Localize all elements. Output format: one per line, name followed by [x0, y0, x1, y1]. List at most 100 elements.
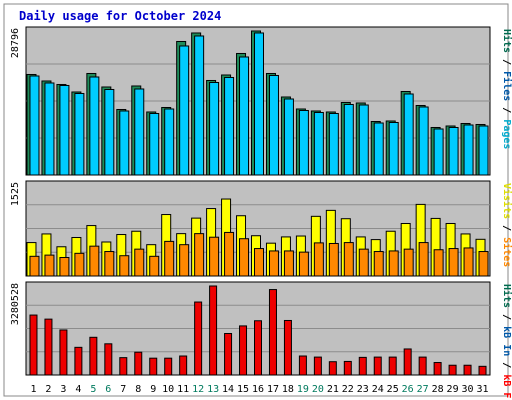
bar-files: [343, 103, 354, 176]
bar-files: [224, 76, 235, 176]
bar-files: [433, 128, 444, 176]
x-tick-label: 4: [75, 384, 81, 395]
bar-sites: [179, 244, 190, 277]
bar-kb-f: [478, 365, 487, 376]
bar-files: [104, 88, 115, 176]
y-max-label: 28796: [10, 28, 21, 58]
bar-files: [478, 125, 489, 176]
x-tick-label: 22: [342, 384, 354, 395]
bar-files: [283, 98, 294, 176]
x-tick-label: 14: [222, 384, 234, 395]
bar-kb-f: [268, 289, 277, 376]
x-tick-label: 12: [192, 384, 204, 395]
x-tick-label: 28: [432, 384, 444, 395]
bar-sites: [254, 248, 264, 277]
bar-files: [44, 82, 55, 176]
bar-sites: [313, 242, 324, 277]
bar-files: [298, 109, 309, 176]
bar-sites: [59, 257, 70, 277]
bar-sites: [89, 245, 100, 277]
y-max-label: 1525: [10, 182, 21, 206]
legend-entry: Files: [501, 71, 512, 101]
x-tick-label: 26: [402, 384, 414, 395]
bar-kb-f: [104, 343, 113, 376]
x-tick-label: 21: [327, 384, 339, 395]
bar-files: [29, 75, 40, 176]
x-tick-label: 23: [357, 384, 369, 395]
bar-sites: [358, 248, 369, 277]
x-tick-label: 7: [120, 384, 126, 395]
bar-kb-f: [388, 356, 397, 376]
bar-kb-f: [89, 336, 98, 376]
bar-sites: [298, 251, 309, 277]
x-tick-label: 10: [162, 384, 174, 395]
bar-sites: [74, 252, 85, 277]
bar-kb-f: [343, 360, 352, 376]
bar-files: [194, 35, 205, 176]
x-tick-label: 25: [387, 384, 399, 395]
bar-kb-f: [283, 319, 292, 376]
bar-kb-f: [254, 320, 262, 376]
bar-files: [388, 121, 399, 176]
bar-kb-f: [194, 301, 203, 376]
x-tick-label: 16: [252, 384, 264, 395]
bar-kb-f: [403, 348, 412, 376]
bar-kb-f: [448, 364, 457, 376]
chart-title: Daily usage for October 2024: [19, 9, 221, 23]
x-tick-label: 20: [312, 384, 324, 395]
bar-files: [149, 112, 160, 176]
x-tick-label: 3: [60, 384, 66, 395]
bar-files: [164, 108, 175, 176]
legend-entry: Pages: [501, 119, 512, 149]
bar-kb-f: [358, 356, 367, 376]
legend-entry: /: [501, 356, 512, 374]
x-tick-label: 17: [267, 384, 279, 395]
bar-kb-f: [119, 357, 128, 376]
bar-sites: [373, 251, 384, 277]
bar-kb-f: [239, 325, 248, 376]
bar-files: [134, 88, 145, 176]
legend-entry: Sites: [501, 237, 512, 267]
bar-sites: [164, 240, 175, 277]
bar-files: [418, 106, 429, 176]
legend-entry: /: [501, 101, 512, 119]
bar-kb-f: [433, 362, 442, 376]
bar-sites: [478, 251, 489, 277]
y-max-label: 3280528: [10, 283, 21, 325]
bar-files: [74, 92, 85, 176]
bar-files: [119, 110, 130, 176]
outer-border: [3, 3, 509, 397]
x-tick-label: 30: [462, 384, 474, 395]
x-tick-label: 27: [417, 384, 429, 395]
legend-label: Hits / kB In / kB F: [501, 284, 512, 398]
bar-files: [89, 76, 100, 176]
bar-sites: [268, 250, 279, 277]
bar-sites: [388, 250, 399, 277]
bar-kb-f: [298, 355, 307, 376]
x-tick-label: 18: [282, 384, 294, 395]
legend-entry: kB In: [501, 326, 512, 356]
bar-kb-f: [463, 364, 472, 376]
bar-files: [448, 126, 459, 176]
bar-kb-f: [373, 356, 382, 376]
bar-files: [328, 112, 339, 176]
bar-files: [209, 81, 220, 176]
bar-sites: [44, 254, 55, 277]
bar-sites: [149, 255, 160, 277]
bar-sites: [224, 231, 235, 277]
bar-kb-f: [179, 355, 188, 376]
panel-requests: 28796 Hits / Files / Pages: [10, 26, 512, 176]
legend-entry: kB F: [501, 374, 512, 398]
bar-files: [373, 122, 384, 176]
x-tick-label: 19: [297, 384, 309, 395]
legend-label: Visits / Sites: [501, 183, 512, 267]
bar-sites: [448, 248, 459, 277]
bar-files: [179, 45, 190, 176]
bar-files: [239, 56, 250, 176]
bar-kb-f: [209, 285, 218, 376]
x-tick-label: 15: [237, 384, 249, 395]
bar-sites: [433, 249, 444, 277]
bar-files: [403, 93, 414, 176]
x-tick-label: 1: [30, 384, 36, 395]
bar-kb-f: [418, 356, 427, 376]
